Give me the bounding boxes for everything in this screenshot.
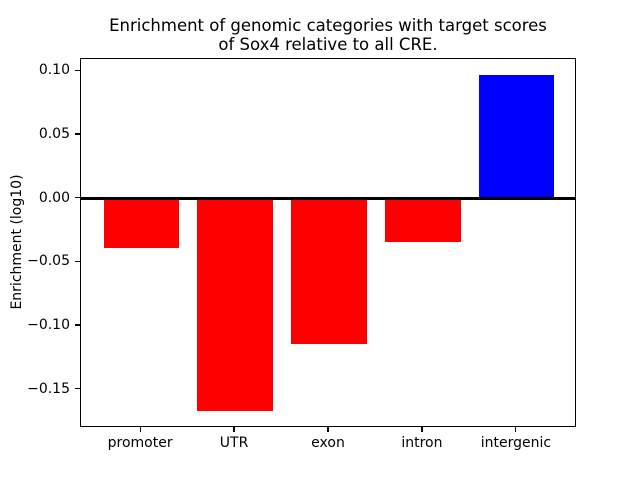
y-tick-mark [75,388,80,390]
y-tick-label: 0.00 [38,189,70,206]
bar-intergenic [479,75,555,199]
y-axis-label: Enrichment (log10) [9,174,25,310]
y-tick-label: 0.10 [38,62,70,79]
x-tick-mark [421,427,423,432]
bar-promoter [103,198,179,249]
x-tick-label-UTR: UTR [219,435,249,451]
y-tick-mark [75,197,80,199]
x-tick-mark [139,427,141,432]
y-tick-label: −0.10 [27,317,70,334]
x-tick-mark [327,427,329,432]
x-tick-label-intergenic: intergenic [480,435,552,451]
y-tick-mark [75,133,80,135]
chart-title-line1: Enrichment of genomic categories with ta… [109,16,547,35]
x-tick-label-intron: intron [401,435,443,451]
y-tick-mark [75,260,80,262]
y-tick-mark [75,69,80,71]
zero-line [81,197,575,201]
y-tick-label: −0.05 [27,253,70,270]
chart-title: Enrichment of genomic categories with ta… [80,16,576,54]
x-tick-label-promoter: promoter [107,435,173,451]
y-tick-mark [75,324,80,326]
y-tick-label: 0.05 [38,125,70,142]
x-tick-mark [515,427,517,432]
chart-title-line2: of Sox4 relative to all CRE. [218,34,438,54]
plot-area [80,57,576,427]
y-tick-label: −0.15 [27,380,70,397]
x-tick-label-exon: exon [311,435,345,451]
bar-UTR [197,198,273,412]
bar-exon [291,198,367,344]
bar-intron [385,198,461,242]
x-tick-mark [233,427,235,432]
